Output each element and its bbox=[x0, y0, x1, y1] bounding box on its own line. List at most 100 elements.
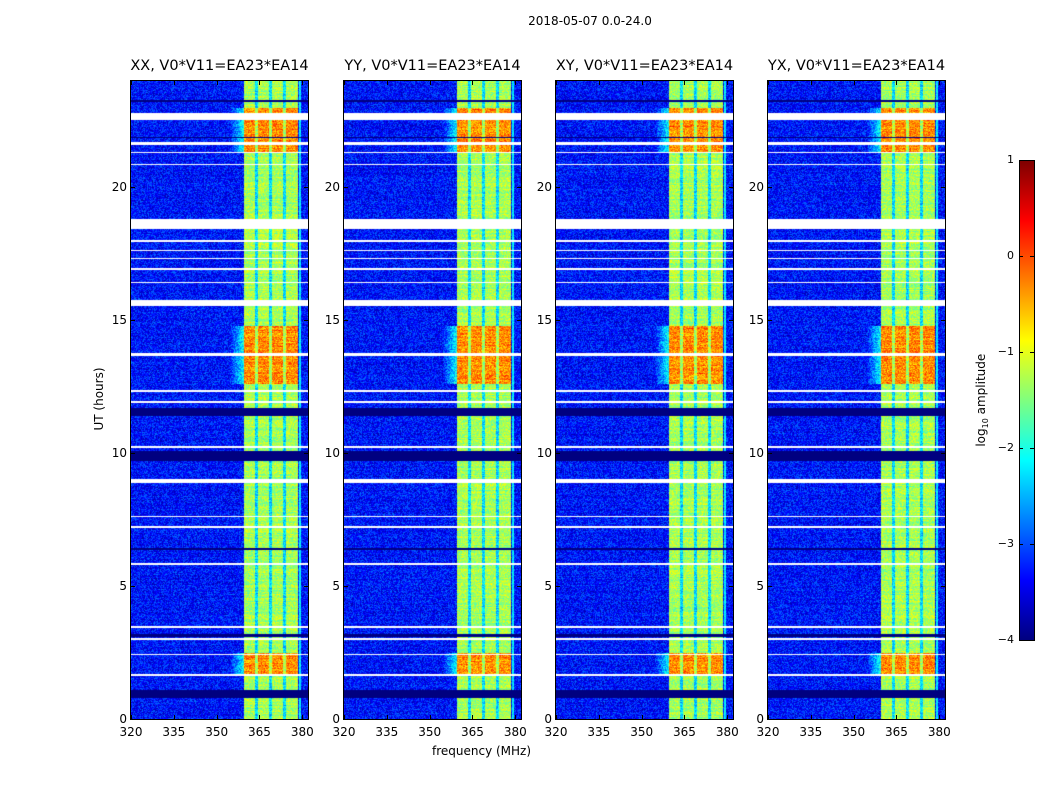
heatmap-cells bbox=[556, 81, 733, 719]
y-tick bbox=[344, 586, 348, 588]
colorbar-tick-label: −2 bbox=[997, 441, 1014, 454]
x-tick-label: 380 bbox=[503, 725, 527, 739]
x-tick bbox=[684, 715, 686, 719]
x-tick bbox=[173, 81, 175, 85]
colorbar-tick-label: −3 bbox=[997, 537, 1014, 550]
y-tick bbox=[729, 453, 733, 455]
x-tick-label: 365 bbox=[248, 725, 271, 739]
spectrogram-panel bbox=[343, 80, 522, 720]
y-tick bbox=[131, 453, 135, 455]
y-tick bbox=[941, 453, 945, 455]
colorbar-tick-label: 1 bbox=[1007, 153, 1014, 166]
y-tick bbox=[556, 320, 560, 322]
y-tick bbox=[517, 187, 521, 189]
x-tick bbox=[939, 715, 941, 719]
y-tick-label: 5 bbox=[332, 579, 340, 594]
colorbar-tick bbox=[1030, 544, 1034, 545]
colorbar-tick bbox=[1019, 256, 1023, 257]
colorbar-tick bbox=[1019, 352, 1023, 353]
colorbar-tick bbox=[1030, 352, 1034, 353]
y-tick bbox=[556, 586, 560, 588]
figure-title: 2018-05-07 0.0-24.0 bbox=[528, 14, 652, 28]
x-tick-label: 380 bbox=[715, 725, 739, 739]
y-tick-label: 0 bbox=[544, 712, 552, 726]
colorbar-tick bbox=[1030, 448, 1034, 449]
y-tick bbox=[304, 719, 308, 720]
x-tick bbox=[853, 81, 855, 85]
heatmap-cells bbox=[768, 81, 945, 719]
x-tick-label: 350 bbox=[418, 725, 442, 739]
y-tick bbox=[517, 320, 521, 322]
x-tick bbox=[472, 715, 474, 719]
x-tick-label: 350 bbox=[630, 725, 654, 739]
y-tick-label: 20 bbox=[536, 180, 552, 195]
colorbar-tick-label: 0 bbox=[1007, 249, 1014, 262]
y-tick-label: 15 bbox=[748, 313, 764, 328]
y-tick bbox=[556, 719, 560, 720]
y-tick-label: 15 bbox=[111, 313, 127, 328]
y-tick bbox=[556, 187, 560, 189]
colorbar-tick bbox=[1019, 640, 1023, 641]
x-tick-label: 365 bbox=[673, 725, 696, 739]
x-tick-label: 320 bbox=[332, 725, 356, 739]
x-tick bbox=[515, 715, 517, 719]
x-tick bbox=[429, 715, 431, 719]
y-tick-label: 15 bbox=[324, 313, 340, 328]
x-tick bbox=[515, 81, 517, 85]
y-tick bbox=[941, 320, 945, 322]
y-tick bbox=[131, 586, 135, 588]
y-tick bbox=[517, 719, 521, 720]
y-tick bbox=[556, 453, 560, 455]
y-tick bbox=[729, 586, 733, 588]
heatmap-cells bbox=[344, 81, 521, 719]
y-tick bbox=[304, 320, 308, 322]
y-tick bbox=[729, 187, 733, 189]
y-tick-label: 10 bbox=[111, 446, 127, 461]
y-tick bbox=[729, 719, 733, 720]
x-tick bbox=[556, 715, 557, 719]
x-tick bbox=[853, 715, 855, 719]
y-tick-label: 0 bbox=[119, 712, 127, 726]
panel-title: XX, V0*V11=EA23*EA14 bbox=[130, 58, 309, 74]
y-tick-label: 5 bbox=[544, 579, 552, 594]
x-tick bbox=[598, 81, 600, 85]
x-tick-label: 365 bbox=[885, 725, 908, 739]
y-tick bbox=[941, 719, 945, 720]
x-tick-label: 320 bbox=[756, 725, 780, 739]
colorbar-tick bbox=[1019, 544, 1023, 545]
x-tick bbox=[429, 81, 431, 85]
x-tick bbox=[939, 81, 941, 85]
heatmap-cells bbox=[131, 81, 308, 719]
x-tick bbox=[344, 715, 345, 719]
y-tick bbox=[941, 586, 945, 588]
panel-title: XY, V0*V11=EA23*EA14 bbox=[555, 58, 734, 74]
x-tick-label: 350 bbox=[842, 725, 866, 739]
x-tick bbox=[302, 715, 304, 719]
x-tick bbox=[386, 715, 388, 719]
y-tick bbox=[344, 320, 348, 322]
x-tick-label: 335 bbox=[375, 725, 399, 739]
x-tick bbox=[641, 715, 643, 719]
x-tick bbox=[896, 81, 898, 85]
x-tick-label: 320 bbox=[544, 725, 568, 739]
y-tick bbox=[304, 187, 308, 189]
y-tick-label: 0 bbox=[756, 712, 764, 726]
y-tick-label: 5 bbox=[119, 579, 127, 594]
panel-title: YX, V0*V11=EA23*EA14 bbox=[767, 58, 946, 74]
y-tick-label: 0 bbox=[332, 712, 340, 726]
x-tick bbox=[556, 81, 557, 85]
x-tick bbox=[344, 81, 345, 85]
y-tick-label: 10 bbox=[536, 446, 552, 461]
colorbar-tick bbox=[1019, 448, 1023, 449]
y-tick bbox=[768, 586, 772, 588]
colorbar-label-rest: amplitude bbox=[973, 353, 988, 419]
y-tick bbox=[768, 320, 772, 322]
x-tick bbox=[216, 715, 218, 719]
y-tick bbox=[304, 586, 308, 588]
x-tick bbox=[131, 715, 132, 719]
y-tick-label: 10 bbox=[748, 446, 764, 461]
x-tick bbox=[598, 715, 600, 719]
x-axis-label: frequency (MHz) bbox=[432, 744, 532, 758]
x-tick bbox=[131, 81, 132, 85]
x-tick bbox=[684, 81, 686, 85]
